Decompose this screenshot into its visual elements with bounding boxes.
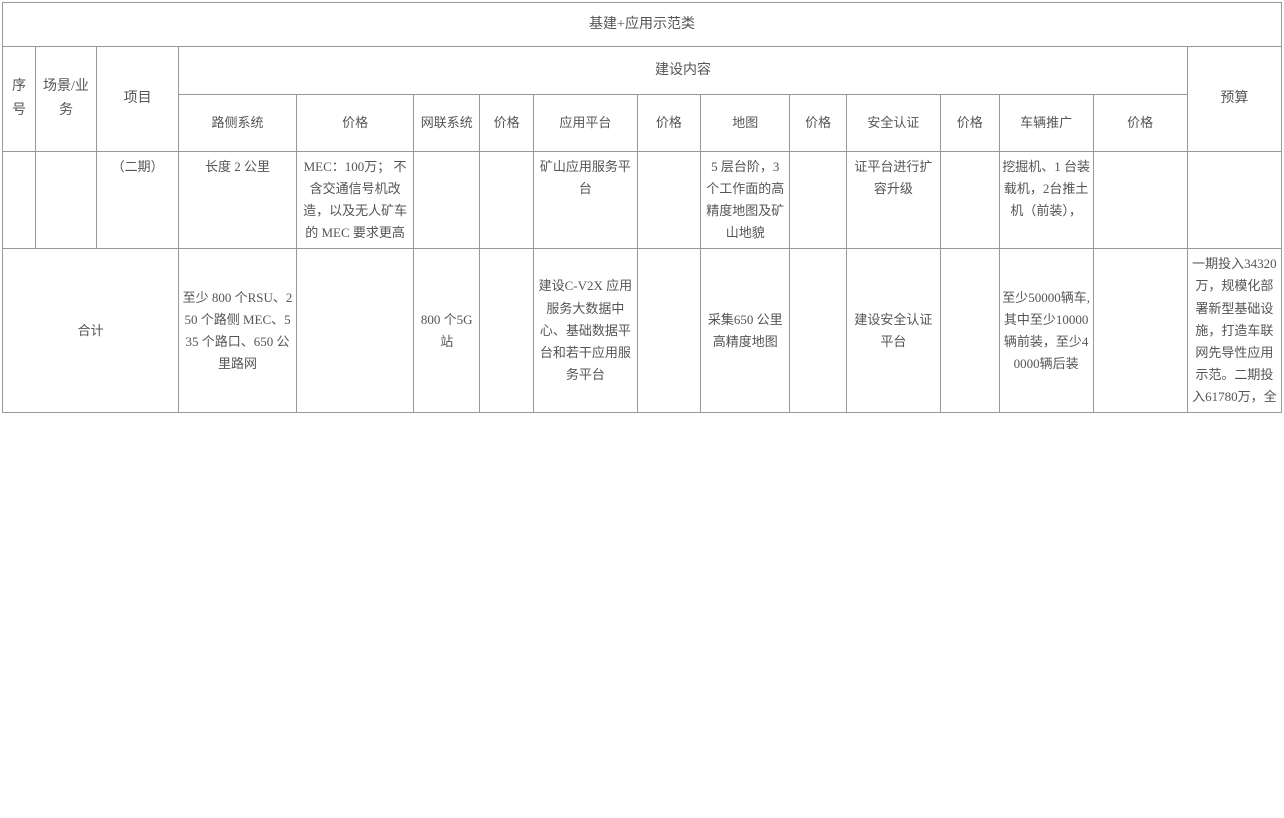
header-map: 地图 xyxy=(701,95,790,152)
header-price-5: 价格 xyxy=(940,95,999,152)
cell-safety-price xyxy=(940,152,999,249)
header-app-platform: 应用平台 xyxy=(534,95,637,152)
table-title: 基建+应用示范类 xyxy=(3,3,1282,47)
header-scene: 场景/业务 xyxy=(35,47,96,152)
header-net-system: 网联系统 xyxy=(414,95,480,152)
cell-net-price xyxy=(480,152,534,249)
header-budget: 预算 xyxy=(1187,47,1281,152)
header-price-6: 价格 xyxy=(1093,95,1187,152)
cell-budget: 一期投入34320万，规模化部署新型基础设施，打造车联网先导性应用示范。二期投入… xyxy=(1187,249,1281,413)
cell-safety: 证平台进行扩容升级 xyxy=(846,152,940,249)
cell-safety: 建设安全认证平台 xyxy=(846,249,940,413)
spec-table: 基建+应用示范类 序号 场景/业务 项目 建设内容 预算 路侧系统 价格 网联系… xyxy=(2,2,1282,413)
header-safety: 安全认证 xyxy=(846,95,940,152)
cell-map: 采集650 公里高精度地图 xyxy=(701,249,790,413)
header-row-2: 路侧系统 价格 网联系统 价格 应用平台 价格 地图 价格 安全认证 价格 车辆… xyxy=(3,95,1282,152)
cell-net-system: 800 个5G 站 xyxy=(414,249,480,413)
header-price-3: 价格 xyxy=(637,95,700,152)
cell-app-price xyxy=(637,249,700,413)
cell-vehicle: 挖掘机、1 台装载机，2台推土机（前装）， xyxy=(999,152,1093,249)
cell-app-platform: 建设C-V2X 应用服务大数据中心、基础数据平台和若干应用服务平台 xyxy=(534,249,637,413)
header-price-1: 价格 xyxy=(296,95,414,152)
cell-scene xyxy=(35,152,96,249)
cell-net-price xyxy=(480,249,534,413)
table-row: 合计 至少 800 个RSU、250 个路侧 MEC、535 个路口、650 公… xyxy=(3,249,1282,413)
title-row: 基建+应用示范类 xyxy=(3,3,1282,47)
cell-map-price xyxy=(790,249,846,413)
cell-road-system: 长度 2 公里 xyxy=(179,152,297,249)
cell-map: 5 层台阶，3 个工作面的高精度地图及矿山地貌 xyxy=(701,152,790,249)
cell-vehicle-price xyxy=(1093,152,1187,249)
cell-net-system xyxy=(414,152,480,249)
header-project: 项目 xyxy=(97,47,179,152)
cell-road-price: MEC：100万； 不含交通信号机改造，以及无人矿车的 MEC 要求更高 xyxy=(296,152,414,249)
table-row: （二期） 长度 2 公里 MEC：100万； 不含交通信号机改造，以及无人矿车的… xyxy=(3,152,1282,249)
cell-road-system: 至少 800 个RSU、250 个路侧 MEC、535 个路口、650 公里路网 xyxy=(179,249,297,413)
header-road-system: 路侧系统 xyxy=(179,95,297,152)
header-vehicle: 车辆推广 xyxy=(999,95,1093,152)
cell-app-price xyxy=(637,152,700,249)
cell-map-price xyxy=(790,152,846,249)
header-row-1: 序号 场景/业务 项目 建设内容 预算 xyxy=(3,47,1282,95)
cell-budget xyxy=(1187,152,1281,249)
header-content: 建设内容 xyxy=(179,47,1187,95)
header-price-4: 价格 xyxy=(790,95,846,152)
cell-road-price xyxy=(296,249,414,413)
cell-safety-price xyxy=(940,249,999,413)
cell-app-platform: 矿山应用服务平台 xyxy=(534,152,637,249)
header-seq: 序号 xyxy=(3,47,36,152)
cell-vehicle: 至少50000辆车,其中至少10000辆前装，至少40000辆后装 xyxy=(999,249,1093,413)
cell-total-label: 合计 xyxy=(3,249,179,413)
header-price-2: 价格 xyxy=(480,95,534,152)
cell-project: （二期） xyxy=(97,152,179,249)
cell-seq xyxy=(3,152,36,249)
cell-vehicle-price xyxy=(1093,249,1187,413)
